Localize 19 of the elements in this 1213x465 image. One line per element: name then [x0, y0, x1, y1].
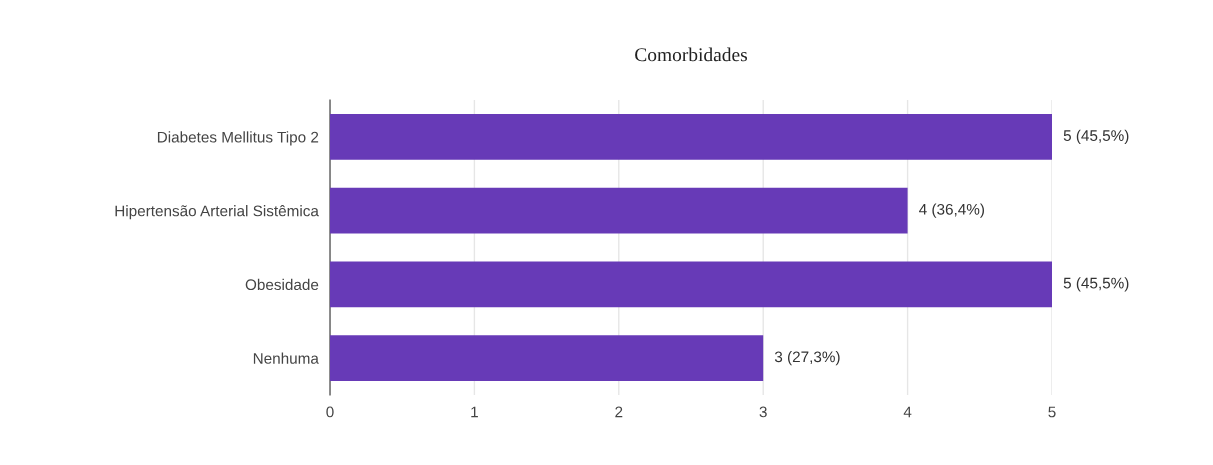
bar — [330, 187, 908, 234]
x-tick-label: 3 — [759, 406, 767, 418]
x-tick-label: 2 — [615, 406, 623, 418]
data-label: 5 (45,5%) — [1063, 277, 1129, 292]
data-label: 3 (27,3%) — [774, 351, 840, 366]
y-tick-label: Nenhuma — [253, 352, 319, 364]
x-tick-label: 1 — [471, 406, 478, 418]
x-tick-label: 4 — [903, 406, 912, 418]
x-tick-label: 0 — [326, 406, 334, 418]
y-tick-label: Diabetes Mellitus Tipo 2 — [157, 131, 319, 146]
bar — [330, 114, 1052, 160]
data-label: 5 (45,5%) — [1063, 129, 1129, 144]
bar — [330, 261, 1052, 308]
chart-title: Comorbidades — [635, 47, 747, 62]
x-tick-label: 5 — [1048, 406, 1056, 418]
bar — [330, 335, 764, 381]
y-tick-label: Obesidade — [245, 278, 319, 291]
y-tick-label: Hipertensão Arterial Sistêmica — [115, 205, 319, 220]
data-label: 4 (36,4%) — [919, 203, 984, 218]
